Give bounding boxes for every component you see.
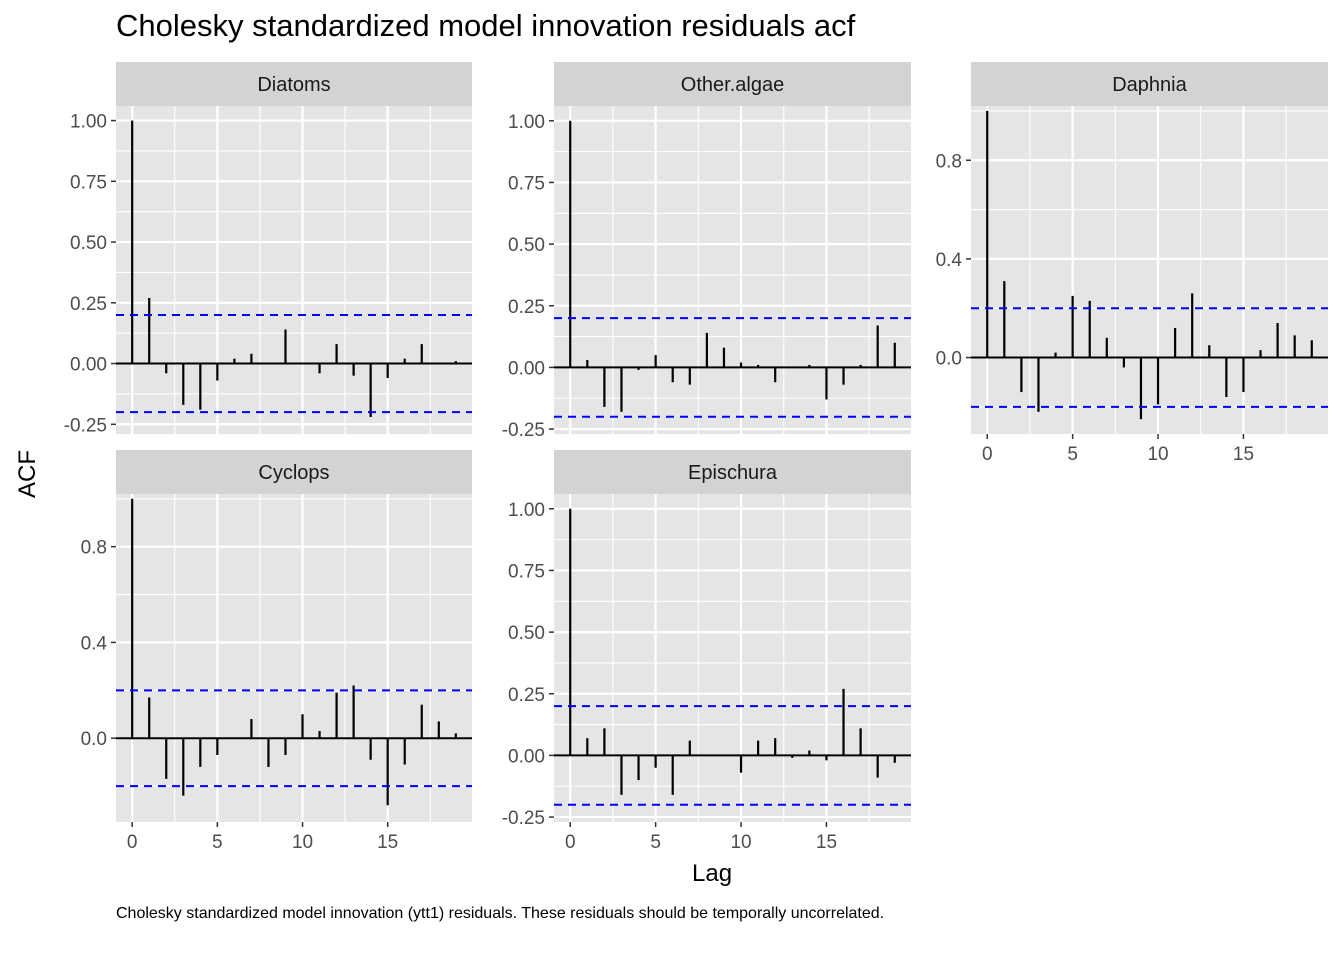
panel-diatoms: Diatoms -0.25 0.00 0.25 0.50 0.75 1.00 [64,62,472,436]
y-tick-label: 1.00 [508,500,545,521]
y-tick-label: 0.8 [81,538,107,559]
x-tick-label: 10 [1147,444,1168,465]
x-axis-title: Lag [692,860,733,887]
y-tick-label: 0.25 [70,294,107,315]
facet-strip-label: Other.algae [681,74,784,96]
panel-background [554,106,911,434]
y-tick-label: 0.4 [81,633,108,654]
y-tick-label: 0.75 [508,561,545,582]
facet-strip [554,62,911,106]
facet-strip-label: Daphnia [1112,74,1187,96]
panel-daphnia: Daphnia 0.0 0.4 0.8 0 5 10 15 [936,62,1328,465]
x-tick-label: 0 [982,444,993,465]
facet-strip-label: Diatoms [257,74,330,96]
facet-strip [554,450,911,494]
x-tick-label: 15 [377,832,398,853]
y-tick-label: 1.00 [508,112,545,133]
y-tick-label: 0.4 [936,250,963,271]
y-tick-label: 0.50 [508,623,545,644]
x-tick-label: 0 [127,832,138,853]
y-tick-label: 0.8 [936,151,962,172]
y-tick-label: 0.50 [508,235,545,256]
y-tick-label: 0.50 [70,233,107,254]
y-tick-label: 0.00 [508,746,545,767]
y-tick-label: 0.0 [81,729,107,750]
y-tick-label: 0.00 [70,355,107,376]
y-tick-label: 0.00 [508,358,545,379]
x-tick-label: 15 [1233,444,1254,465]
y-tick-label: 1.00 [70,112,107,133]
facet-strip-label: Epischura [688,462,778,484]
x-tick-label: 5 [650,832,661,853]
x-tick-label: 5 [1067,444,1078,465]
panel-cyclops: Cyclops 0.0 0.4 0.8 0 5 10 15 [81,450,472,853]
panel-other-algae: Other.algae -0.25 0.00 0.25 0.50 0.75 1.00 [502,62,911,441]
caption: Cholesky standardized model innovation (… [116,905,885,922]
x-tick-label: 0 [565,832,576,853]
facet-strip [116,62,472,106]
panel-background [554,494,911,822]
panel-background [116,494,472,822]
y-tick-label: -0.25 [64,415,107,436]
panel-epischura: Epischura -0.25 0.00 0.25 0.50 0.75 1.00 0 5 10 15 [502,450,911,853]
y-tick-label: 0.25 [508,297,545,318]
panel-background [116,106,472,434]
y-tick-label: -0.25 [502,420,545,441]
x-tick-label: 5 [212,832,223,853]
x-tick-label: 15 [816,832,837,853]
y-tick-label: 0.25 [508,685,545,706]
x-tick-label: 10 [730,832,751,853]
facet-strip [971,62,1328,106]
plot-title: Cholesky standardized model innovation r… [116,8,856,43]
facet-strip-label: Cyclops [258,462,329,484]
y-tick-label: 0.75 [508,173,545,194]
facet-strip [116,450,472,494]
x-tick-label: 10 [292,832,313,853]
y-tick-label: 0.75 [70,172,107,193]
y-tick-label: -0.25 [502,808,545,829]
panel-background [971,106,1328,434]
y-tick-label: 0.0 [936,349,962,370]
